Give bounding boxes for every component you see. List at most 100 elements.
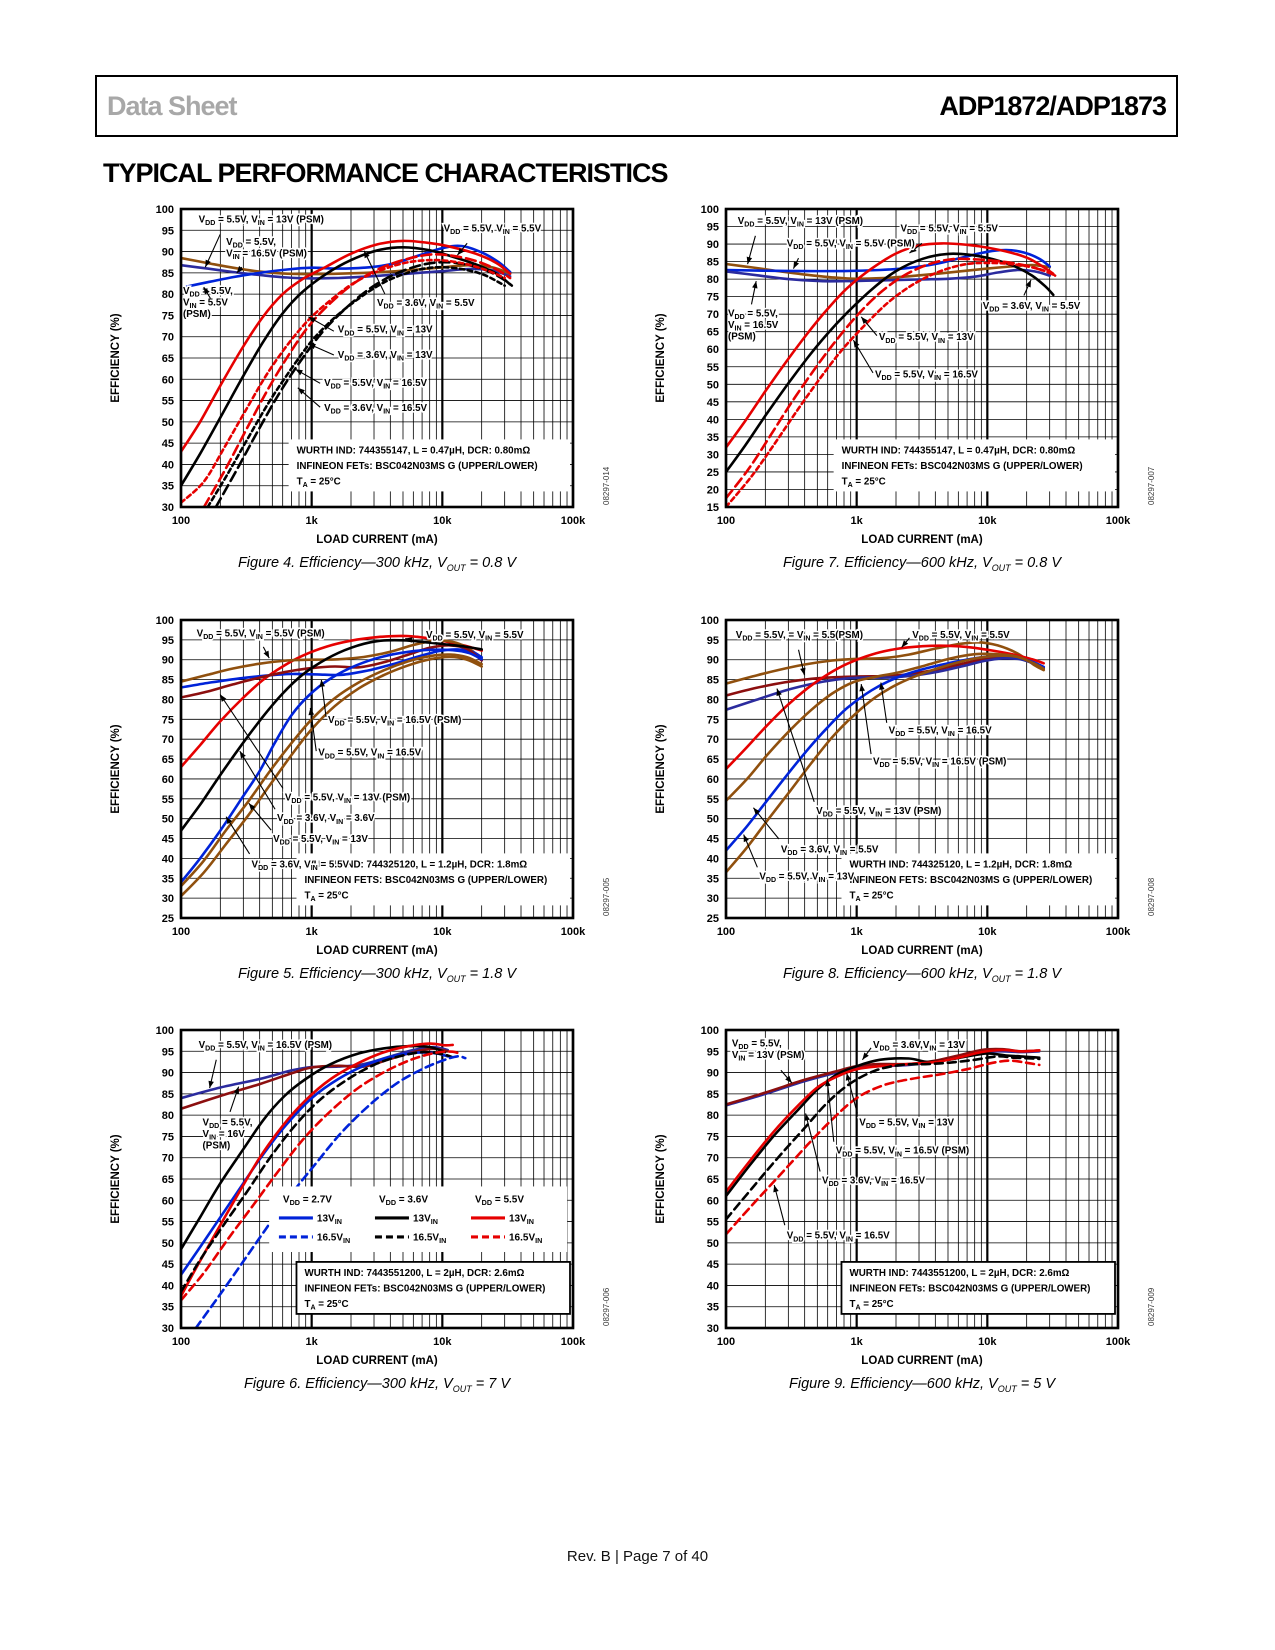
y-tick-label: 30 — [162, 893, 174, 905]
annotation-arrowhead — [295, 369, 303, 376]
series-vdd-5-5v-vin-16-5v — [181, 258, 506, 504]
series-vdd-3-6v-vin-5-5v — [181, 246, 512, 487]
page-header: Data Sheet ADP1872/ADP1873 — [95, 75, 1178, 137]
x-tick-label: 100k — [1106, 515, 1131, 527]
annotation: VDD = 5.5V, VIN = 13V (PSM) — [816, 806, 941, 819]
y-tick-label: 65 — [707, 754, 719, 766]
series-vdd-3-6v-vin-13v — [214, 260, 514, 507]
annotation-arrow — [239, 750, 276, 810]
y-tick-label: 90 — [707, 239, 719, 251]
series-vdd-5-5v-vin-5-5v-psm — [181, 244, 512, 290]
annotation: VDD = 5.5V, VIN = 16.5V — [787, 1231, 890, 1244]
x-tick-label: 100k — [1106, 926, 1131, 938]
annotation: VIN = 16.5V — [728, 320, 779, 333]
annotation-arrowhead — [248, 803, 256, 811]
x-tick-label: 100k — [561, 1336, 586, 1348]
series-vdd-3-6v-vin-5-5v — [726, 252, 1055, 474]
annotation-arrow — [225, 816, 251, 855]
y-tick-label: 95 — [162, 1046, 174, 1058]
y-tick-label: 30 — [162, 502, 174, 514]
note-line: WURTH IND: 744325120, L = 1.2µH, DCR: 1.… — [849, 859, 1072, 870]
x-tick-label: 1k — [306, 926, 319, 938]
annotation: VDD = 5.5V, VIN = 5.5V (PSM) — [787, 238, 915, 251]
y-tick-label: 90 — [707, 1068, 719, 1080]
figure-9-block: WURTH IND: 7443551200, L = 2µH, DCR: 2.6… — [640, 1017, 1204, 1394]
y-tick-label: 100 — [156, 204, 174, 216]
y-tick-label: 30 — [707, 893, 719, 905]
plot-border — [179, 618, 575, 920]
annotation-arrow — [860, 683, 872, 755]
legend-label: 13VIN — [509, 1213, 534, 1226]
x-tick-label: 100k — [561, 926, 586, 938]
plot-border — [179, 1028, 575, 1330]
note-line: TA = 25°C — [304, 1299, 348, 1312]
annotation-arrowhead — [785, 1075, 792, 1083]
annotation: VDD = 5.5V, VIN = 5.5V — [444, 223, 542, 236]
x-tick-label: 1k — [851, 1336, 864, 1348]
y-tick-label: 65 — [707, 1174, 719, 1186]
annotation: VDD = 3.6V,VIN = 13V — [873, 1040, 966, 1053]
x-axis-label: LOAD CURRENT (mA) — [316, 1355, 438, 1367]
note-box — [841, 853, 1115, 906]
series-group — [726, 640, 1045, 874]
y-axis-label: EFFICIENCY (%) — [110, 1134, 122, 1223]
y-tick-label: 100 — [156, 615, 174, 627]
y-tick-label: 55 — [707, 794, 719, 806]
legend-header: VDD = 5.5V — [475, 1194, 524, 1207]
x-tick-label: 100 — [717, 515, 735, 527]
annotation: VDD = 5.5V, VIN = 13V (PSM) — [199, 214, 324, 227]
annotation: VIN = 5.5V — [183, 297, 228, 310]
y-axis-label: EFFICIENCY (%) — [655, 1134, 667, 1223]
y-tick-label: 50 — [707, 814, 719, 826]
y-tick-label: 85 — [162, 268, 174, 280]
annotation-arrowhead — [457, 248, 464, 256]
annotation: VIN = 13V (PSM) — [732, 1050, 805, 1063]
note-line: WURTH IND: 744355147, L = 0.47µH, DCR: 0… — [297, 445, 531, 456]
annotation-arrowhead — [752, 281, 758, 289]
figure-7-block: WURTH IND: 744355147, L = 0.47µH, DCR: 0… — [640, 196, 1204, 573]
y-tick-label: 80 — [707, 1110, 719, 1122]
annotation: VDD = 3.6V, VIN = 16.5V — [324, 403, 427, 416]
figure-code: 08297-007 — [1147, 466, 1156, 505]
annotation: VDD = 5.5V, VIN = 16.5V — [875, 369, 978, 382]
series-vdd-5-5v-vin-5-5v — [726, 644, 1045, 771]
y-tick-label: 65 — [162, 754, 174, 766]
annotation-arrowhead — [208, 1080, 214, 1089]
figure-7-caption: Figure 7. Efficiency—600 kHz, VOUT = 0.8… — [782, 555, 1062, 573]
annotation-arrowhead — [364, 250, 370, 259]
y-tick-label: 60 — [707, 344, 719, 356]
y-tick-label: 80 — [707, 694, 719, 706]
y-tick-label: 40 — [162, 1280, 174, 1292]
annotation: VDD = 5.5V, VIN = 16.5V (PSM) — [836, 1146, 969, 1159]
y-tick-label: 40 — [707, 414, 719, 426]
y-tick-label: 60 — [162, 1195, 174, 1207]
y-tick-label: 45 — [162, 438, 174, 450]
legend-label: 16.5VIN — [317, 1232, 350, 1245]
note-line: INFINEON FETs: BSC042N03MS G (UPPER/LOWE… — [304, 1283, 545, 1294]
annotation: VDD = 5.5V, — [183, 286, 233, 299]
annotation-arrow — [363, 250, 386, 295]
annotation-arrow — [826, 1079, 835, 1142]
doc-type-label: Data Sheet — [107, 90, 238, 121]
y-tick-label: 80 — [162, 694, 174, 706]
note-line: INFINEON FETs: BSC042N03MS G (UPPER/LOWE… — [849, 1283, 1090, 1294]
series-vdd-5-5v-vin-16-5v — [726, 261, 1057, 507]
series-group — [181, 634, 483, 898]
figure-code: 08297-005 — [602, 877, 611, 916]
y-axis-label: EFFICIENCY (%) — [110, 724, 122, 813]
y-tick-label: 65 — [162, 1174, 174, 1186]
y-tick-label: 60 — [707, 774, 719, 786]
section-title: TYPICAL PERFORMANCE CHARACTERISTICS — [103, 158, 669, 188]
annotation-arrowhead — [845, 1073, 852, 1081]
annotation: VDD = 5.5V, VIN = 5.5V (PSM) — [197, 628, 325, 641]
x-tick-label: 10k — [433, 515, 452, 527]
y-tick-label: 35 — [707, 432, 719, 444]
series-group — [726, 1047, 1041, 1236]
annotation: VDD = 3.6V, VIN = 13V — [338, 350, 433, 363]
annotation-arrowhead — [909, 246, 917, 254]
y-tick-label: 70 — [162, 734, 174, 746]
annotation-arrowhead — [203, 287, 210, 295]
annotation: VDD = 5.5V, VIN = 16.5V (PSM) — [873, 757, 1006, 770]
series-vdd-5-5v-16-5vin — [181, 1050, 463, 1302]
annotation: VDD = 5.5V, — [732, 1038, 782, 1051]
